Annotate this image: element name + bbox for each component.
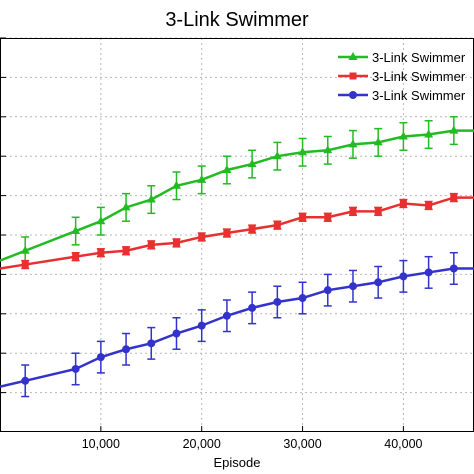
data-point-circle <box>147 339 156 348</box>
data-point-circle <box>298 294 307 303</box>
legend-item: 3-Link Swimmer <box>338 88 466 103</box>
legend-label: 3-Link Swimmer <box>372 69 466 84</box>
data-point-square <box>450 194 458 202</box>
data-point-triangle <box>247 159 257 168</box>
data-point-circle <box>197 321 206 330</box>
data-point-triangle <box>373 137 383 146</box>
data-point-circle <box>96 353 105 362</box>
data-point-circle <box>248 303 257 312</box>
data-point-square <box>72 253 80 261</box>
data-point-triangle <box>20 245 30 254</box>
series-3 <box>0 251 474 398</box>
data-point-square <box>425 201 433 209</box>
legend-item: 3-Link Swimmer <box>338 69 466 84</box>
data-point-circle <box>349 91 357 99</box>
data-point-triangle <box>424 129 434 138</box>
series-2 <box>0 192 474 270</box>
data-point-circle <box>424 268 433 277</box>
data-point-triangle <box>348 52 358 60</box>
data-point-square <box>198 233 206 241</box>
data-point-triangle <box>348 139 358 148</box>
legend: 3-Link Swimmer 3-Link Swimmer 3-Link Swimm… <box>338 50 466 103</box>
data-point-triangle <box>71 226 81 235</box>
data-point-square <box>324 213 332 221</box>
x-tick-label: 20,000 <box>183 437 221 451</box>
legend-label: 3-Link Swimmer <box>372 88 466 103</box>
data-point-square <box>223 229 231 237</box>
data-point-square <box>248 225 256 233</box>
data-point-circle <box>21 376 30 385</box>
x-tick-label: 10,000 <box>82 437 120 451</box>
chart-title: 3-Link Swimmer <box>165 9 309 31</box>
data-point-triangle <box>171 180 181 189</box>
data-point-circle <box>374 278 383 287</box>
data-point-square <box>172 239 180 247</box>
x-tick-label: 30,000 <box>283 437 321 451</box>
data-point-triangle <box>222 164 232 173</box>
data-point-square <box>21 261 29 269</box>
data-point-triangle <box>197 174 207 183</box>
data-point-triangle <box>449 125 459 134</box>
x-tick-label: 40,000 <box>384 437 422 451</box>
x-ticks: 10,000 20,000 30,000 40,000 <box>82 426 423 451</box>
legend-item: 3-Link Swimmer <box>338 50 466 65</box>
data-point-square <box>399 199 407 207</box>
data-point-circle <box>273 297 282 306</box>
data-point-square <box>122 247 130 255</box>
series-layer <box>0 116 474 398</box>
data-point-circle <box>449 264 458 273</box>
data-point-circle <box>399 272 408 281</box>
data-point-circle <box>222 311 231 320</box>
data-point-triangle <box>323 145 333 154</box>
data-point-triangle <box>298 147 308 156</box>
data-point-square <box>374 207 382 215</box>
data-point-triangle <box>272 151 282 160</box>
data-point-square <box>273 221 281 229</box>
data-point-square <box>299 213 307 221</box>
series-1 <box>0 116 474 266</box>
data-point-square <box>97 249 105 257</box>
data-point-triangle <box>121 202 131 211</box>
legend-label: 3-Link Swimmer <box>372 50 466 65</box>
data-point-square <box>349 72 357 80</box>
data-point-circle <box>348 282 357 291</box>
data-point-triangle <box>398 131 408 140</box>
data-point-circle <box>323 286 332 295</box>
x-axis-label: Episode <box>214 455 261 470</box>
data-point-circle <box>172 329 181 338</box>
data-point-triangle <box>96 216 106 225</box>
data-point-triangle <box>146 194 156 203</box>
data-point-circle <box>71 364 80 373</box>
data-point-circle <box>122 345 131 354</box>
data-point-square <box>349 207 357 215</box>
data-point-square <box>147 241 155 249</box>
